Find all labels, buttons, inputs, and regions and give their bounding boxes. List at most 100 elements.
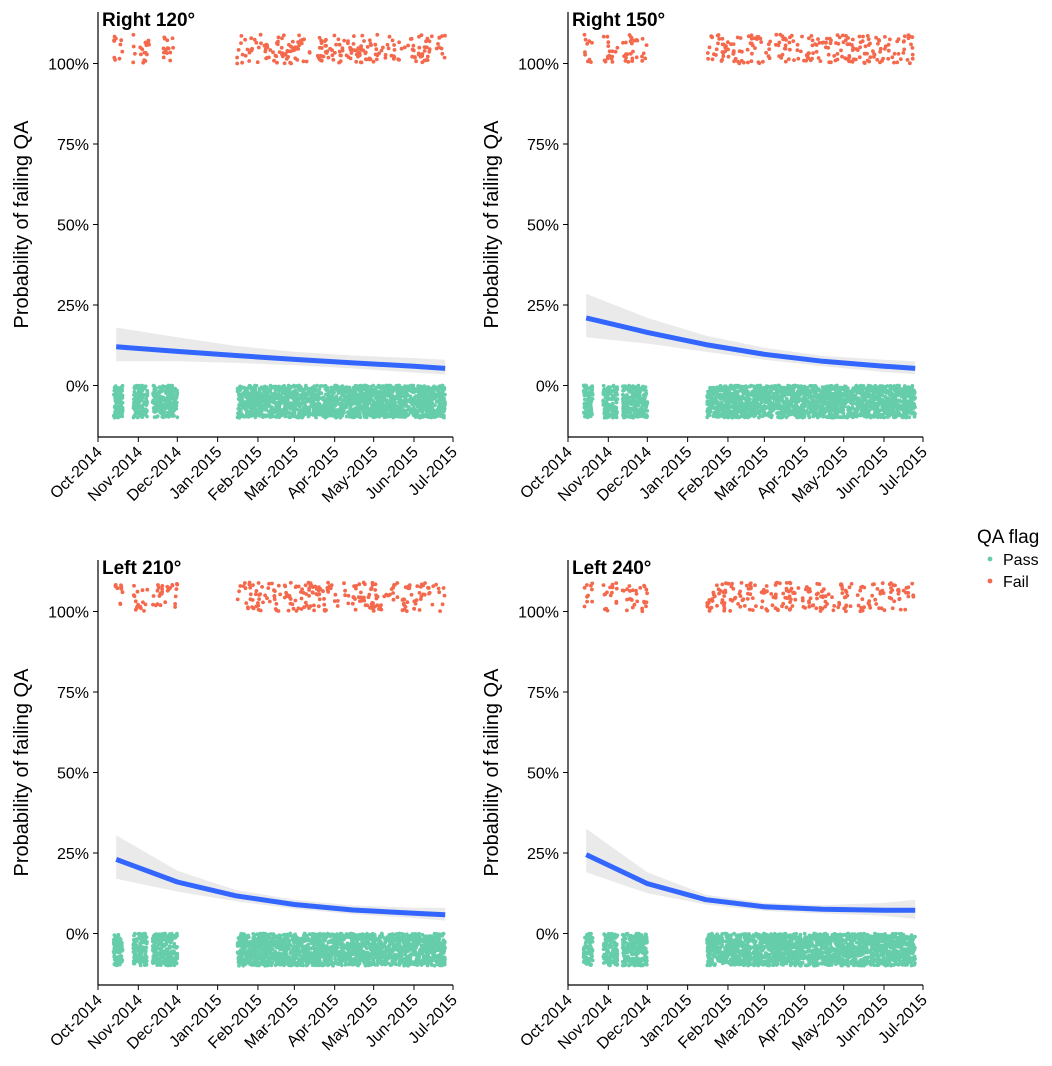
pass-point	[589, 410, 594, 415]
pass-point	[709, 396, 714, 401]
pass-point	[161, 409, 165, 414]
pass-point	[267, 403, 271, 408]
pass-point	[403, 400, 408, 405]
pass-point	[139, 405, 144, 410]
pass-point	[848, 392, 853, 397]
pass-point	[286, 395, 291, 399]
pass-point	[336, 413, 341, 418]
fail-point	[161, 55, 166, 60]
pass-point	[355, 393, 359, 398]
pass-point	[132, 389, 137, 394]
fail-point	[143, 40, 148, 45]
pass-point	[710, 387, 714, 392]
pass-point	[250, 403, 254, 408]
pass-point	[792, 386, 796, 391]
pass-point	[398, 394, 402, 398]
pass-point	[581, 389, 586, 393]
pass-point	[853, 410, 858, 415]
pass-point	[708, 406, 713, 411]
pass-point	[629, 401, 633, 406]
pass-point	[836, 406, 841, 411]
pass-point	[751, 390, 756, 395]
pass-point	[393, 405, 398, 410]
fail-point	[436, 42, 440, 46]
fail-point	[112, 55, 117, 60]
pass-point	[353, 401, 358, 406]
pass-point	[296, 400, 301, 405]
pass-point	[145, 393, 150, 397]
pass-point	[829, 414, 833, 418]
pass-point	[785, 401, 790, 405]
pass-point	[810, 386, 815, 391]
fail-point	[367, 56, 372, 61]
fail-point	[373, 42, 378, 47]
pass-point	[114, 412, 118, 416]
pass-point	[297, 404, 302, 409]
pass-point	[286, 402, 291, 406]
pass-point	[644, 403, 649, 407]
pass-point	[272, 397, 277, 401]
pass-point	[369, 384, 374, 389]
pass-point	[880, 387, 885, 392]
pass-point	[753, 413, 758, 418]
pass-point	[863, 393, 868, 398]
pass-point	[821, 414, 826, 419]
pass-point	[902, 399, 906, 403]
pass-point	[372, 415, 376, 420]
pass-point	[120, 411, 124, 416]
pass-point	[415, 399, 420, 404]
fail-point	[271, 50, 275, 55]
fail-point	[161, 46, 166, 51]
pass-point	[719, 393, 724, 398]
pass-point	[912, 395, 917, 400]
fail-point	[316, 56, 321, 60]
pass-point	[413, 415, 418, 419]
pass-point	[706, 389, 710, 394]
fail-point	[443, 33, 447, 38]
pass-point	[767, 410, 772, 415]
pass-point	[633, 405, 638, 410]
pass-point	[609, 397, 614, 402]
pass-point	[384, 383, 389, 388]
pass-point	[133, 408, 138, 413]
fail-point	[264, 42, 269, 47]
y-tick-label: 0%	[66, 378, 89, 395]
pass-point	[314, 411, 319, 415]
fail-point	[255, 60, 260, 65]
pass-point	[851, 389, 856, 394]
fail-point	[414, 59, 418, 64]
pass-point	[393, 396, 398, 401]
pass-point	[236, 392, 241, 397]
pass-point	[363, 393, 368, 397]
fail-point	[383, 56, 388, 60]
pass-point	[136, 393, 140, 397]
pass-point	[640, 399, 644, 404]
fail-point	[425, 54, 430, 59]
fail-point	[138, 45, 143, 50]
pass-point	[637, 414, 642, 419]
pass-point	[892, 403, 897, 408]
pass-point	[824, 415, 829, 419]
pass-point	[155, 414, 160, 418]
pass-point	[174, 403, 179, 408]
fail-point	[240, 52, 245, 57]
pass-point	[269, 395, 274, 400]
pass-point	[612, 413, 617, 417]
pass-point	[869, 413, 874, 418]
fail-point	[112, 34, 117, 39]
pass-point	[422, 394, 427, 399]
pass-point	[865, 401, 869, 406]
fail-point	[589, 60, 593, 64]
fail-point	[118, 42, 123, 47]
y-tick-label: 25%	[527, 298, 559, 315]
pass-point	[339, 408, 344, 413]
pass-point	[879, 415, 883, 419]
pass-point	[386, 406, 390, 411]
pass-point	[756, 390, 761, 395]
pass-point	[849, 412, 854, 417]
pass-point	[880, 397, 885, 402]
fail-point	[239, 34, 244, 38]
pass-point	[330, 405, 335, 410]
pass-point	[816, 401, 821, 406]
pass-point	[268, 412, 272, 417]
